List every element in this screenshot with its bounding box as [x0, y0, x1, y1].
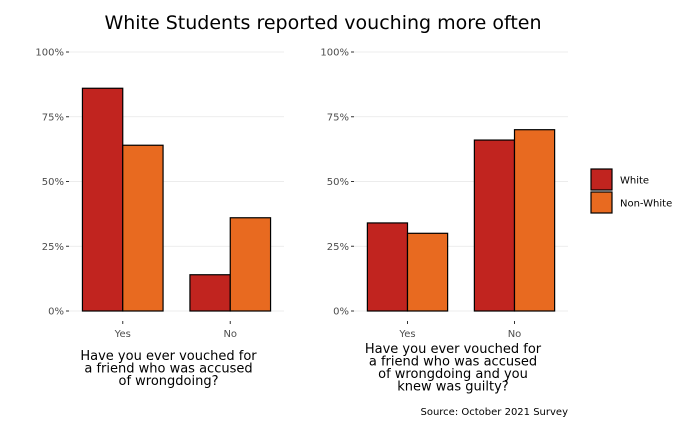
- y-tick-label: 25%: [327, 242, 349, 253]
- legend-swatch-white: [590, 168, 613, 191]
- x-axis-label-line: a friend who was accused: [369, 355, 537, 370]
- bar-white-no: [189, 274, 231, 312]
- bar-white-yes: [81, 87, 124, 312]
- bar-non-white-no: [229, 217, 272, 312]
- bar-non-white-yes: [406, 232, 449, 312]
- x-axis-label-line: of wrongdoing?: [118, 374, 218, 389]
- x-tick-label: Yes: [398, 329, 415, 340]
- legend-swatch-non-white: [590, 191, 613, 214]
- bar-white-yes: [366, 222, 409, 312]
- x-axis-label-line: Have you ever vouched for: [80, 349, 257, 364]
- x-axis-label: Have you ever vouched for a friend who wa…: [365, 342, 542, 395]
- x-axis-label: Have you ever vouched for a friend who wa…: [80, 349, 257, 389]
- y-tick-label: 75%: [327, 112, 349, 123]
- source-caption: Source: October 2021 Survey: [420, 407, 568, 418]
- x-tick-label: Yes: [114, 329, 131, 340]
- y-tick-label: 50%: [327, 177, 349, 188]
- panel-vouched: 0% 25% 50% 75% 100% Yes No Have you ever vouche…: [35, 48, 284, 389]
- x-axis-label-line: a friend who was accused: [84, 362, 252, 377]
- y-tick-label: 100%: [320, 48, 349, 59]
- y-tick-label: 50%: [42, 177, 64, 188]
- y-tick-label: 25%: [42, 242, 64, 253]
- legend: White Non-White: [590, 168, 672, 214]
- y-tick-label: 100%: [35, 48, 64, 59]
- x-axis-label-line: knew was guilty?: [397, 380, 508, 395]
- legend-label: White: [620, 176, 649, 187]
- x-tick-label: No: [223, 329, 237, 340]
- y-tick-label: 0%: [48, 307, 64, 318]
- y-tick-label: 75%: [42, 112, 64, 123]
- legend-label: Non-White: [620, 199, 672, 210]
- bar-white-no: [473, 139, 516, 312]
- panel-vouched-guilty: 0% 25% 50% 75% 100% Yes No Have you ever vouche…: [320, 48, 568, 395]
- chart-title: White Students reported vouching more of…: [104, 12, 541, 34]
- x-axis-label-line: of wrongdoing and you: [378, 367, 528, 382]
- bar-non-white-yes: [122, 144, 164, 312]
- x-tick-label: No: [508, 329, 522, 340]
- y-tick-label: 0%: [333, 307, 349, 318]
- x-axis-label-line: Have you ever vouched for: [365, 342, 542, 357]
- bar-non-white-no: [513, 129, 556, 312]
